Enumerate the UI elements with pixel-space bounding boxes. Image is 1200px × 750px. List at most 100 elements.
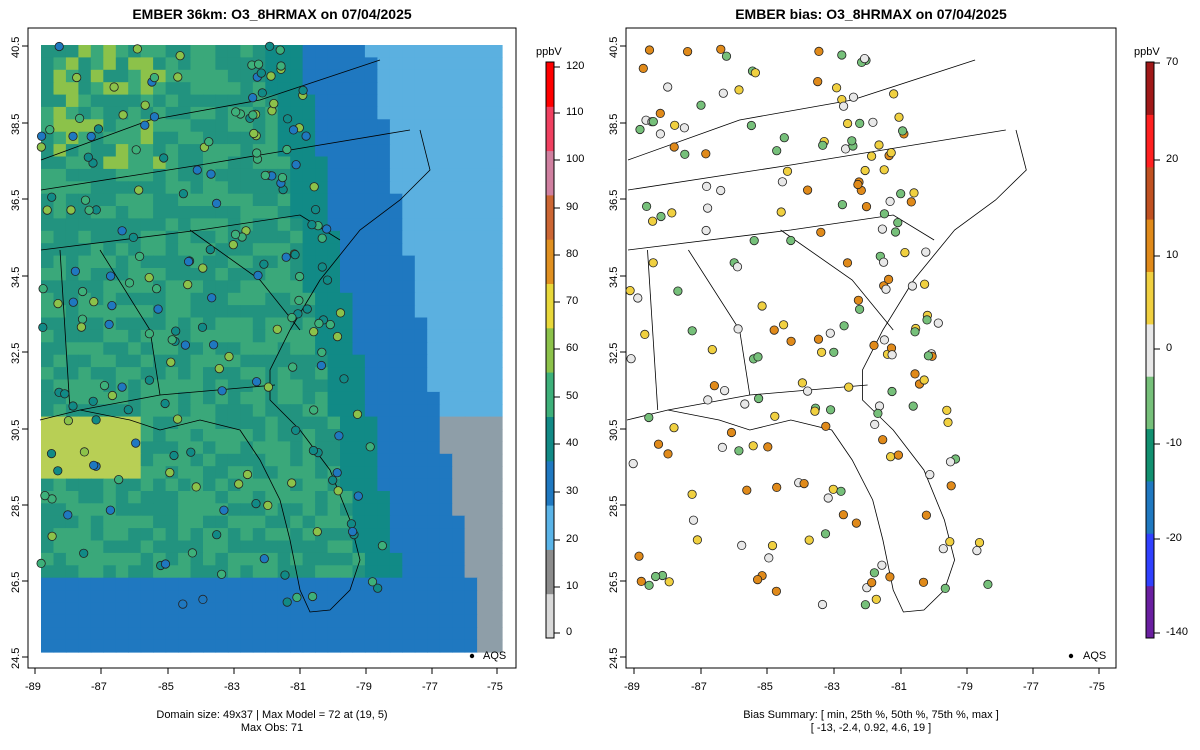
right-colorbar-label: 70 bbox=[1166, 56, 1179, 68]
model-grid-cell bbox=[165, 181, 179, 195]
model-grid-cell bbox=[65, 280, 79, 294]
model-grid-cell bbox=[477, 391, 491, 405]
model-grid-cell bbox=[364, 168, 378, 182]
model-grid-cell bbox=[290, 577, 304, 591]
model-grid-cell bbox=[464, 144, 478, 158]
model-grid-cell bbox=[140, 317, 154, 331]
right-station-marker bbox=[721, 51, 732, 61]
left-colorbar-label: 10 bbox=[566, 580, 579, 592]
model-grid-cell bbox=[240, 404, 254, 418]
right-colorbar-label: -20 bbox=[1166, 532, 1182, 544]
left-station-marker bbox=[75, 113, 85, 124]
model-grid-cell bbox=[41, 367, 55, 381]
right-station-marker bbox=[900, 248, 910, 258]
model-grid-cell bbox=[227, 379, 241, 393]
model-grid-cell bbox=[452, 243, 466, 257]
model-grid-cell bbox=[352, 317, 366, 331]
left-station-marker bbox=[83, 152, 93, 162]
model-grid-cell bbox=[277, 268, 291, 281]
model-grid-cell bbox=[103, 193, 117, 207]
left-station-marker bbox=[70, 266, 81, 276]
model-grid-cell bbox=[65, 478, 79, 492]
model-grid-cell bbox=[165, 565, 179, 579]
model-grid-cell bbox=[103, 94, 117, 108]
model-grid-cell bbox=[302, 416, 316, 430]
model-grid-cell bbox=[90, 515, 104, 529]
left-station-marker bbox=[99, 380, 110, 391]
model-grid-cell bbox=[439, 367, 453, 381]
model-grid-cell bbox=[153, 491, 167, 504]
left-station-marker bbox=[254, 59, 264, 69]
model-grid-cell bbox=[352, 82, 366, 96]
model-grid-cell bbox=[439, 268, 453, 281]
model-grid-cell bbox=[90, 565, 104, 579]
model-grid-cell bbox=[103, 255, 117, 269]
left-station-marker bbox=[204, 137, 214, 147]
model-grid-cell bbox=[377, 82, 391, 96]
model-grid-cell bbox=[53, 119, 67, 133]
model-grid-cell bbox=[414, 627, 428, 641]
right-station-marker bbox=[628, 458, 638, 469]
model-grid-cell bbox=[203, 82, 217, 96]
left-colorbar-label: 110 bbox=[566, 106, 584, 118]
model-grid-cell bbox=[477, 69, 491, 83]
model-grid-cell bbox=[414, 379, 428, 393]
model-grid-cell bbox=[90, 317, 104, 331]
left-station-marker bbox=[104, 319, 114, 329]
model-grid-cell bbox=[489, 292, 503, 306]
model-grid-cell bbox=[414, 106, 428, 120]
model-grid-cell bbox=[128, 491, 142, 504]
model-grid-cell bbox=[203, 268, 217, 281]
model-grid-cell bbox=[140, 131, 154, 145]
model-grid-cell bbox=[203, 503, 217, 517]
model-grid-cell bbox=[352, 614, 366, 628]
model-grid-cell bbox=[327, 106, 341, 120]
model-grid-cell bbox=[78, 292, 92, 306]
model-grid-cell bbox=[277, 391, 291, 405]
model-grid-cell bbox=[128, 528, 142, 542]
model-grid-cell bbox=[352, 181, 366, 195]
model-grid-cell bbox=[340, 602, 354, 616]
model-grid-cell bbox=[78, 255, 92, 269]
model-grid-cell bbox=[227, 367, 241, 381]
model-grid-cell bbox=[327, 230, 341, 244]
model-grid-cell bbox=[103, 243, 117, 257]
model-grid-cell bbox=[477, 552, 491, 566]
model-grid-cell bbox=[153, 218, 167, 232]
model-grid-cell bbox=[364, 466, 378, 480]
left-y-tick-label: 40.5 bbox=[10, 36, 22, 58]
model-grid-cell bbox=[414, 131, 428, 145]
model-grid-cell bbox=[115, 94, 129, 108]
model-grid-cell bbox=[277, 230, 291, 244]
model-grid-cell bbox=[90, 503, 104, 517]
left-station-marker bbox=[373, 583, 383, 593]
model-grid-cell bbox=[240, 453, 254, 467]
left-map-frame bbox=[27, 27, 517, 669]
model-grid-cell bbox=[315, 69, 329, 83]
left-station-marker bbox=[47, 531, 57, 541]
model-grid-cell bbox=[427, 119, 441, 133]
right-station-marker bbox=[810, 406, 820, 416]
model-grid-cell bbox=[240, 268, 254, 281]
model-grid-cell bbox=[140, 342, 154, 356]
model-grid-cell bbox=[414, 317, 428, 331]
model-grid-cell bbox=[377, 45, 391, 58]
right-station-marker bbox=[742, 485, 752, 495]
model-grid-cell bbox=[128, 453, 142, 467]
model-grid-cell bbox=[178, 57, 192, 71]
model-grid-cell bbox=[203, 627, 217, 641]
model-grid-cell bbox=[452, 168, 466, 182]
model-grid-cell bbox=[377, 156, 391, 170]
right-station-marker bbox=[873, 408, 883, 418]
model-grid-cell bbox=[41, 429, 55, 442]
left-station-marker bbox=[79, 548, 89, 558]
model-grid-cell bbox=[265, 218, 279, 232]
model-grid-cell bbox=[389, 367, 403, 381]
right-station-marker bbox=[825, 328, 835, 338]
model-grid-cell bbox=[414, 342, 428, 356]
model-grid-cell bbox=[90, 305, 104, 319]
model-grid-cell bbox=[352, 577, 366, 591]
model-grid-cell bbox=[41, 565, 55, 579]
right-station-marker bbox=[825, 405, 836, 415]
left-station-marker bbox=[124, 278, 135, 288]
